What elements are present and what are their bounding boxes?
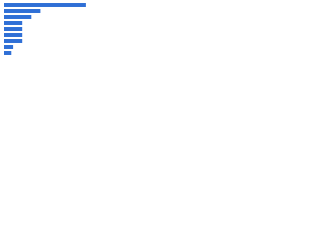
bar xyxy=(4,9,41,13)
bar xyxy=(4,27,23,31)
chart xyxy=(0,0,100,71)
bar xyxy=(4,3,86,7)
page: (() => { const data = JSON.parse(documen… xyxy=(0,0,100,71)
bar xyxy=(4,33,23,37)
bar xyxy=(4,39,23,43)
bar xyxy=(4,45,14,49)
bar xyxy=(4,51,12,55)
bar xyxy=(4,15,32,19)
bar xyxy=(4,21,23,25)
